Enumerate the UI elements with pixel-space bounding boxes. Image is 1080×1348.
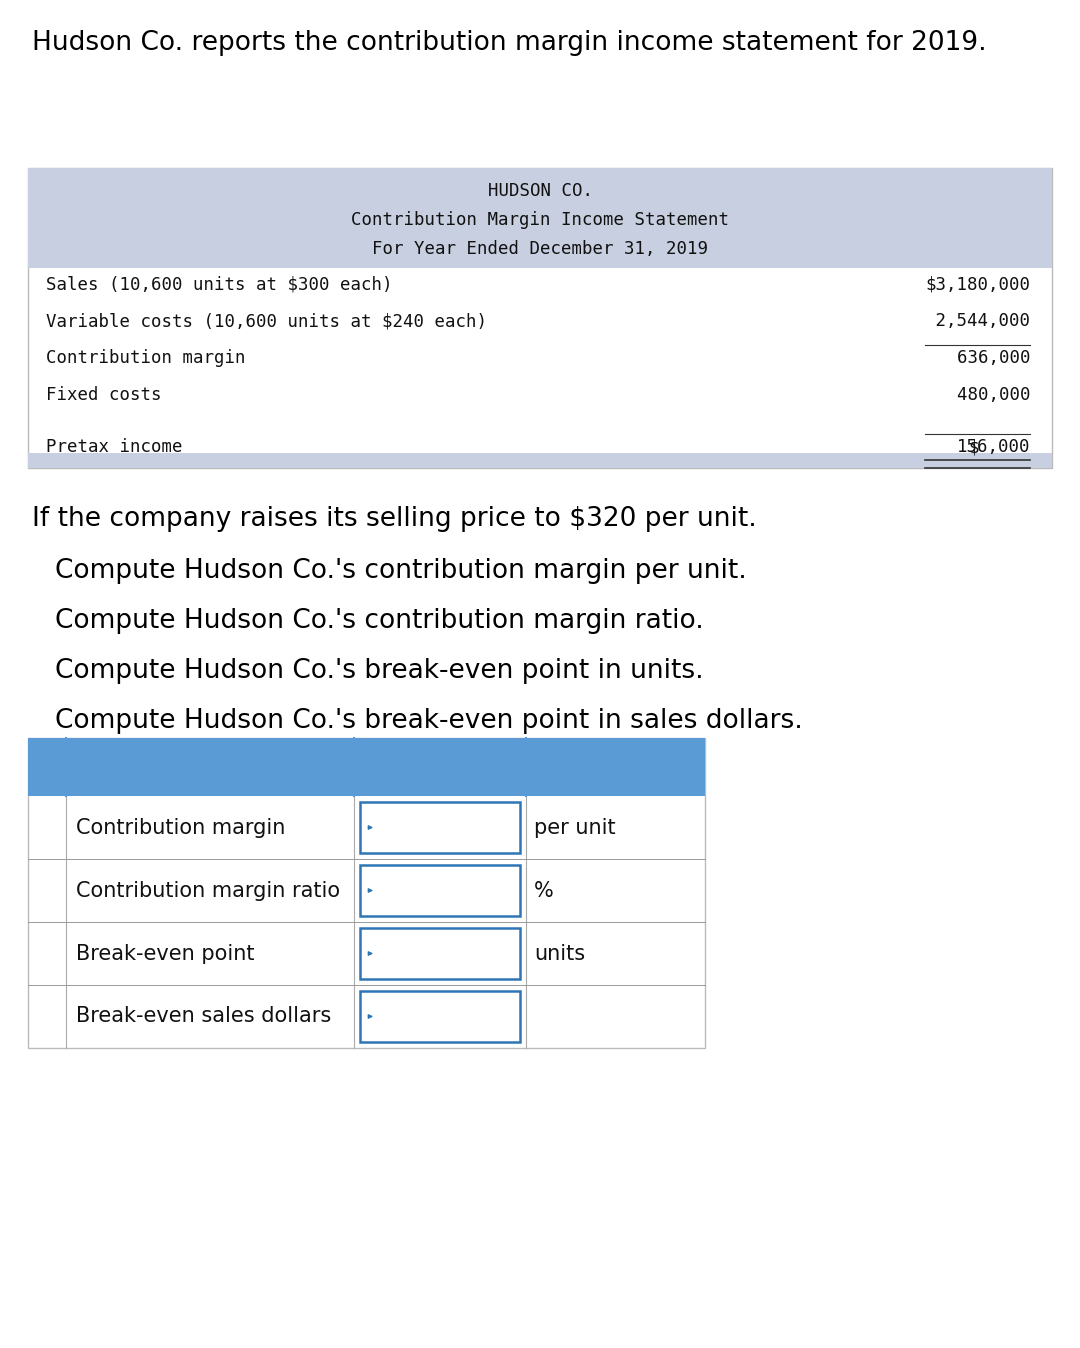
Bar xyxy=(360,802,519,853)
Text: For Year Ended December 31, 2019: For Year Ended December 31, 2019 xyxy=(372,240,708,257)
Text: $: $ xyxy=(968,438,978,456)
Bar xyxy=(28,737,705,1047)
Bar xyxy=(360,865,519,917)
Text: Compute Hudson Co.'s contribution margin ratio.: Compute Hudson Co.'s contribution margin… xyxy=(55,608,704,634)
Text: 2,544,000: 2,544,000 xyxy=(924,311,1030,330)
Bar xyxy=(28,168,1052,468)
Text: Contribution margin ratio: Contribution margin ratio xyxy=(76,880,340,900)
Text: Contribution margin: Contribution margin xyxy=(76,817,285,837)
Text: Contribution margin: Contribution margin xyxy=(46,349,245,367)
Text: HUDSON CO.: HUDSON CO. xyxy=(487,182,593,200)
Text: Compute Hudson Co.'s contribution margin per unit.: Compute Hudson Co.'s contribution margin… xyxy=(55,558,746,584)
Text: Pretax income: Pretax income xyxy=(46,438,183,456)
Text: Hudson Co. reports the contribution margin income statement for 2019.: Hudson Co. reports the contribution marg… xyxy=(32,30,987,57)
Bar xyxy=(360,991,519,1042)
Text: 156,000: 156,000 xyxy=(957,438,1030,456)
Bar xyxy=(360,927,519,979)
Text: Break-even sales dollars: Break-even sales dollars xyxy=(76,1007,332,1026)
Text: units: units xyxy=(534,944,585,964)
Text: Contribution Margin Income Statement: Contribution Margin Income Statement xyxy=(351,212,729,229)
Text: per unit: per unit xyxy=(534,817,616,837)
Bar xyxy=(28,168,1052,268)
Text: 636,000: 636,000 xyxy=(935,349,1030,367)
Text: $3,180,000: $3,180,000 xyxy=(924,275,1030,293)
Bar xyxy=(28,737,705,797)
Text: Sales (10,600 units at $300 each): Sales (10,600 units at $300 each) xyxy=(46,275,392,293)
Bar xyxy=(28,453,1052,468)
Text: %: % xyxy=(534,880,554,900)
Text: Compute Hudson Co.'s break-even point in units.: Compute Hudson Co.'s break-even point in… xyxy=(55,658,704,683)
Text: Break-even point: Break-even point xyxy=(76,944,255,964)
Text: 480,000: 480,000 xyxy=(935,386,1030,404)
Text: Compute Hudson Co.'s break-even point in sales dollars.: Compute Hudson Co.'s break-even point in… xyxy=(55,708,802,735)
Text: Fixed costs: Fixed costs xyxy=(46,386,162,404)
Text: Variable costs (10,600 units at $240 each): Variable costs (10,600 units at $240 eac… xyxy=(46,311,487,330)
Text: If the company raises its selling price to $320 per unit.: If the company raises its selling price … xyxy=(32,506,757,532)
